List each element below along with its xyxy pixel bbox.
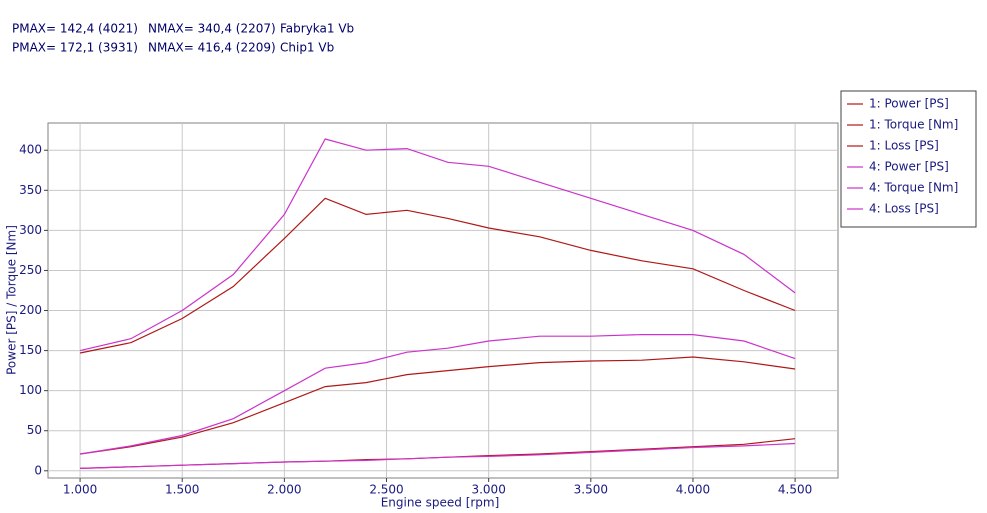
legend-box <box>840 90 977 228</box>
x-tick-label: 1.500 <box>165 483 199 497</box>
series-line <box>79 138 796 352</box>
header-text: PMAX= 142,4 (4021) <box>12 22 138 36</box>
x-tick-label: 4.500 <box>778 483 812 497</box>
x-tick-label: 3.000 <box>471 483 505 497</box>
header-text: NMAX= 416,4 (2209) <box>148 41 276 55</box>
legend-label: 4: Loss [PS] <box>869 202 939 216</box>
legend-label: 1: Power [PS] <box>869 97 949 111</box>
x-tick-label: 2.500 <box>369 483 403 497</box>
x-tick-label: 4.000 <box>676 483 710 497</box>
series-line <box>79 197 796 354</box>
y-tick-label: 100 <box>19 383 42 397</box>
legend-label: 4: Torque [Nm] <box>869 181 958 195</box>
legend-label: 1: Loss [PS] <box>869 139 939 153</box>
y-tick-label: 200 <box>19 303 42 317</box>
y-tick-label: 400 <box>19 143 42 157</box>
x-tick-label: 3.500 <box>574 483 608 497</box>
y-tick-label: 50 <box>27 423 42 437</box>
y-axis-label: Power [PS] / Torque [Nm] <box>5 225 19 375</box>
plot-area <box>47 122 839 479</box>
header-text: NMAX= 340,4 (2207) <box>148 22 276 36</box>
legend-label: 4: Power [PS] <box>869 160 949 174</box>
series-line <box>80 442 796 469</box>
x-tick-label: 1.000 <box>63 483 97 497</box>
y-tick-label: 350 <box>19 183 42 197</box>
legend-label: 1: Torque [Nm] <box>869 118 958 132</box>
y-tick-label: 300 <box>19 223 42 237</box>
header-text: PMAX= 172,1 (3931) <box>12 41 138 55</box>
series-line <box>80 334 796 455</box>
header-text: Chip1 Vb <box>280 41 334 55</box>
x-tick-label: 2.000 <box>267 483 301 497</box>
x-axis-label: Engine speed [rpm] <box>381 496 500 510</box>
y-tick-label: 0 <box>34 463 42 477</box>
series-line <box>80 356 796 455</box>
y-tick-label: 250 <box>19 263 42 277</box>
y-tick-label: 150 <box>19 343 42 357</box>
header-text: Fabryka1 Vb <box>280 22 354 36</box>
